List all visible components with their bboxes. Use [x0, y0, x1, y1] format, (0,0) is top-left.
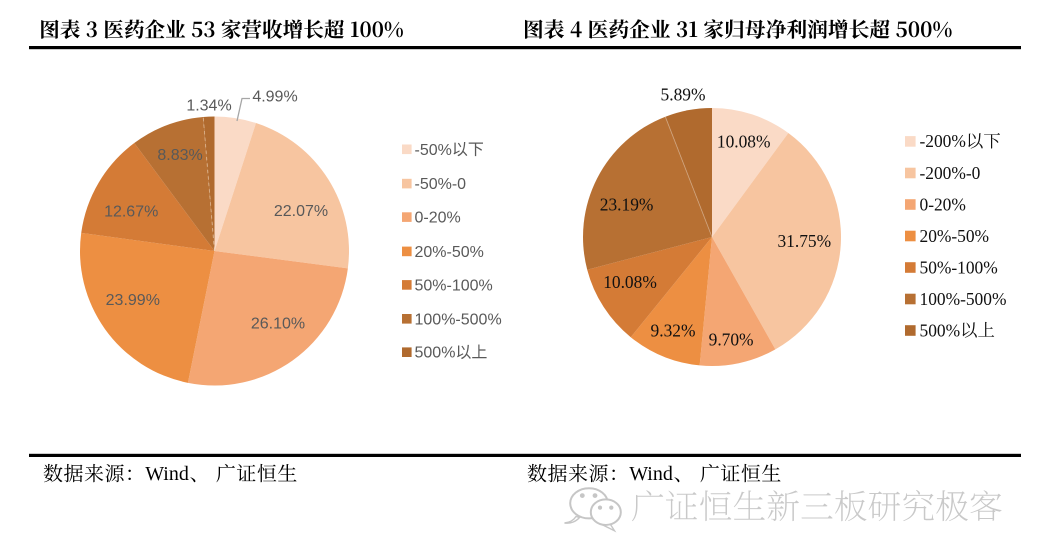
- svg-text:Wind: Wind: [145, 463, 189, 485]
- svg-text:100%-500%: 100%-500%: [415, 311, 502, 328]
- svg-text:-50%: -50%: [415, 142, 452, 159]
- svg-text:Wind: Wind: [629, 463, 673, 485]
- svg-text:50%-100%: 50%-100%: [920, 257, 998, 277]
- svg-text:0-20%: 0-20%: [415, 210, 461, 227]
- svg-text:5.89%: 5.89%: [661, 84, 706, 104]
- svg-text:0-20%: 0-20%: [920, 194, 966, 214]
- svg-text:20%-50%: 20%-50%: [920, 226, 990, 246]
- svg-text:-200%-0: -200%-0: [920, 163, 981, 183]
- svg-text:10.08%: 10.08%: [717, 131, 771, 151]
- svg-text:26.10%: 26.10%: [251, 316, 305, 333]
- svg-text:12.67%: 12.67%: [104, 204, 158, 221]
- svg-text:-50%-0: -50%-0: [415, 176, 467, 193]
- svg-text:100%-500%: 100%-500%: [920, 289, 1007, 309]
- svg-text:50%-100%: 50%-100%: [415, 277, 493, 294]
- svg-text:1.34%: 1.34%: [186, 98, 231, 115]
- svg-text:23.19%: 23.19%: [600, 195, 654, 215]
- svg-text:31.75%: 31.75%: [777, 231, 831, 251]
- svg-text:10.08%: 10.08%: [603, 272, 657, 292]
- svg-text:9.70%: 9.70%: [709, 330, 754, 350]
- svg-text:22.07%: 22.07%: [274, 203, 328, 220]
- svg-text:23.99%: 23.99%: [106, 292, 160, 309]
- svg-text:9.32%: 9.32%: [651, 321, 696, 341]
- svg-text:500%: 500%: [415, 345, 456, 362]
- svg-text:4.99%: 4.99%: [252, 89, 297, 106]
- svg-text:20%-50%: 20%-50%: [415, 244, 484, 261]
- svg-text:8.83%: 8.83%: [157, 147, 202, 164]
- svg-text:500%: 500%: [920, 320, 961, 340]
- svg-text:-200%: -200%: [920, 131, 966, 151]
